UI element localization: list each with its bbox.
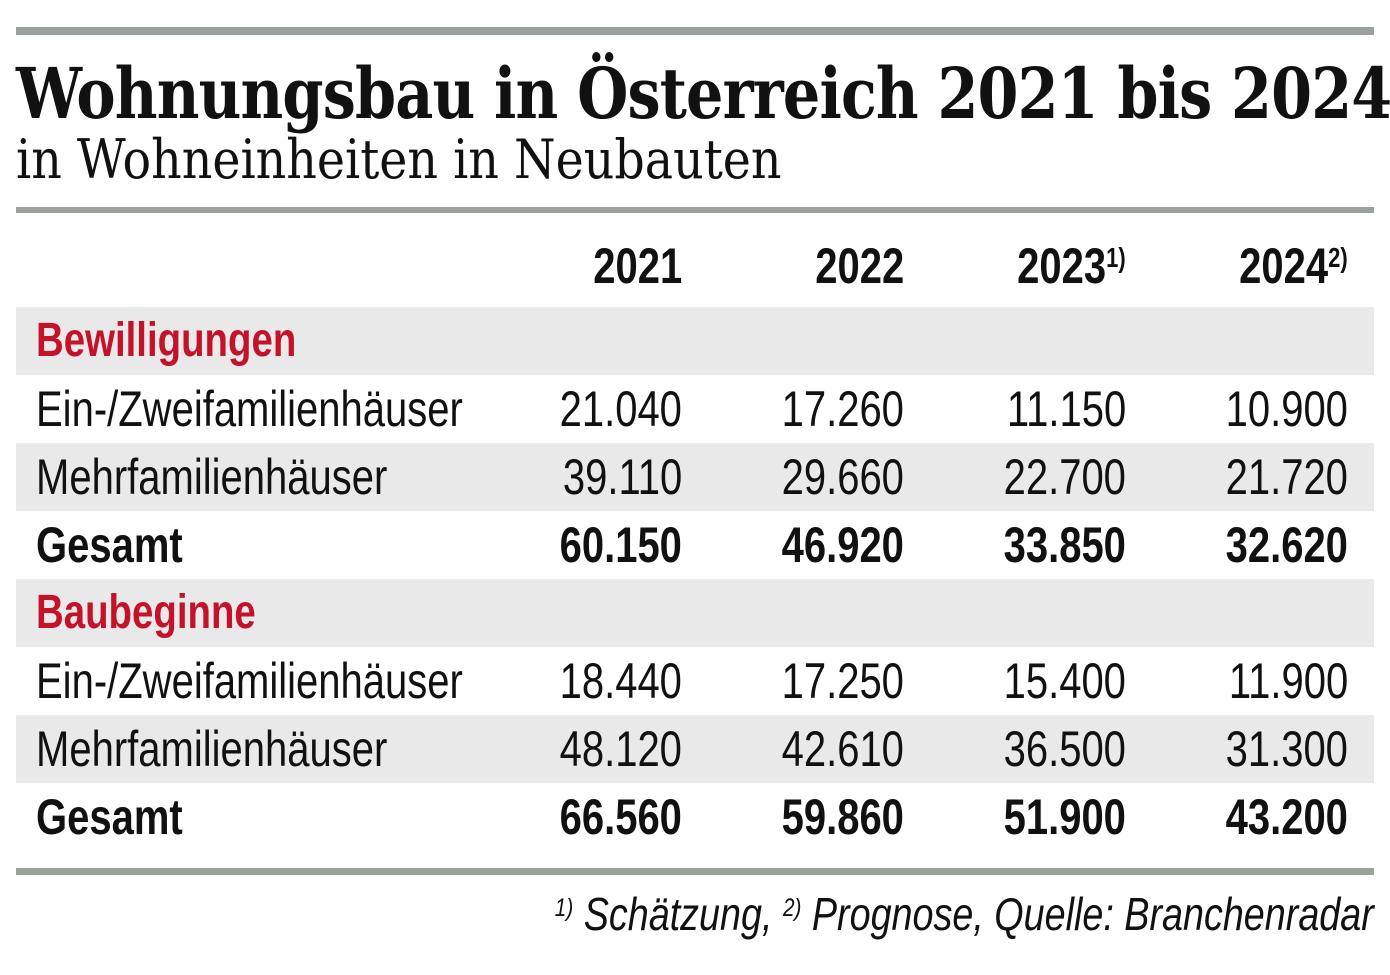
value-cell: 46.920 xyxy=(781,516,904,573)
value-cell: 43.200 xyxy=(1225,788,1348,845)
total-row: Gesamt 60.150 46.920 33.850 32.620 xyxy=(16,511,1374,579)
year-header-2022: 2022 xyxy=(682,213,904,307)
value-cell: 36.500 xyxy=(904,714,1126,783)
value-cell: 11.900 xyxy=(1228,652,1348,709)
row-label-cell: Ein-/Zweifamilienhäuser xyxy=(36,652,463,709)
footnote-mark-1: 1) xyxy=(554,893,574,922)
footnote-mark-2: 2) xyxy=(783,893,802,922)
section-row-bewilligungen: Bewilligungen xyxy=(16,306,1374,375)
value-cell: 21.720 xyxy=(1126,442,1374,511)
value-cell: 51.900 xyxy=(1003,788,1126,845)
value-cell: 29.660 xyxy=(682,442,904,511)
year-header-row: 2021 2022 20231) 20242) xyxy=(16,213,1374,307)
year-footnote-mark: 2) xyxy=(1328,242,1348,274)
year-label: 2021 xyxy=(593,237,682,294)
value-cell: 66.560 xyxy=(559,788,682,845)
value-cell: 32.620 xyxy=(1225,516,1348,573)
header-divider-bar xyxy=(16,206,1374,213)
year-header-2023: 20231) xyxy=(904,213,1126,307)
year-label: 2023 xyxy=(1017,237,1107,294)
page-title: Wohnungsbau in Österreich 2021 bis 2024 xyxy=(16,57,1390,131)
value-cell: 17.250 xyxy=(781,652,904,709)
row-label-cell: Gesamt xyxy=(36,516,183,573)
section-title-cell: Bewilligungen xyxy=(16,306,1374,375)
section-title: Bewilligungen xyxy=(36,314,297,367)
page-title-text: Wohnungsbau in Österreich 2021 bis 2024 xyxy=(16,52,1390,135)
section-row-baubeginne: Baubeginne xyxy=(16,578,1374,647)
value-cell: 33.850 xyxy=(1003,516,1126,573)
table-row: Ein-/Zweifamilienhäuser 21.040 17.260 11… xyxy=(16,375,1374,443)
year-label: 2024 xyxy=(1239,237,1329,294)
footnote: 1) Schätzung, 2) Prognose, Quelle: Branc… xyxy=(16,887,1374,940)
value-cell: 11.150 xyxy=(1006,380,1126,437)
housing-infographic: Wohnungsbau in Österreich 2021 bis 2024 … xyxy=(16,27,1390,940)
footer-divider-bar xyxy=(16,867,1374,875)
value-cell: 39.110 xyxy=(460,442,682,511)
year-header-2024: 20242) xyxy=(1126,213,1374,307)
value-cell: 60.150 xyxy=(559,516,682,573)
row-label-cell: Gesamt xyxy=(36,788,183,845)
table-row: Ein-/Zweifamilienhäuser 18.440 17.250 15… xyxy=(16,647,1374,715)
housing-table: 2021 2022 20231) 20242) Bewilligungen Ei… xyxy=(16,213,1374,851)
value-cell: 42.610 xyxy=(682,714,904,783)
footnote-text-1: Schätzung, xyxy=(583,887,773,940)
value-cell: 31.300 xyxy=(1126,714,1374,783)
value-cell: 18.440 xyxy=(559,652,682,709)
value-cell: 10.900 xyxy=(1225,380,1348,437)
year-label: 2022 xyxy=(815,237,904,294)
footnote-text-2: Prognose, Quelle: Branchenradar xyxy=(812,887,1374,940)
page-subtitle: in Wohneinheiten in Neubauten xyxy=(16,127,1374,191)
value-cell: 15.400 xyxy=(1003,652,1126,709)
year-footnote-mark: 1) xyxy=(1106,242,1126,274)
value-cell: 17.260 xyxy=(781,380,904,437)
year-header-2021: 2021 xyxy=(460,213,682,307)
value-cell: 22.700 xyxy=(904,442,1126,511)
page-subtitle-text: in Wohneinheiten in Neubauten xyxy=(16,127,782,191)
table-row: Mehrfamilienhäuser 48.120 42.610 36.500 … xyxy=(16,714,1374,783)
row-label-cell: Ein-/Zweifamilienhäuser xyxy=(36,380,463,437)
value-cell: 59.860 xyxy=(781,788,904,845)
section-title-cell: Baubeginne xyxy=(16,578,1374,647)
value-cell: 21.040 xyxy=(559,380,682,437)
row-label-cell: Mehrfamilienhäuser xyxy=(16,442,460,511)
top-divider-bar xyxy=(16,27,1374,35)
section-title: Baubeginne xyxy=(36,586,256,639)
empty-header-cell xyxy=(16,213,460,307)
value-cell: 48.120 xyxy=(460,714,682,783)
row-label-cell: Mehrfamilienhäuser xyxy=(16,714,460,783)
total-row: Gesamt 66.560 59.860 51.900 43.200 xyxy=(16,783,1374,851)
table-row: Mehrfamilienhäuser 39.110 29.660 22.700 … xyxy=(16,442,1374,511)
